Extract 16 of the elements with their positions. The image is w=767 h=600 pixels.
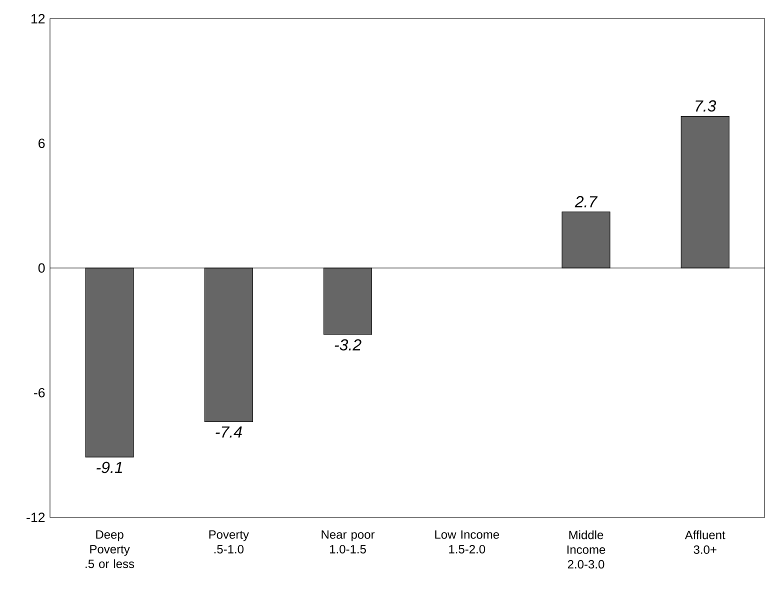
data-label: -9.1 <box>96 462 122 474</box>
data-label: -7.4 <box>216 426 242 438</box>
x-tick-label: Near poor 1.0-1.5 <box>322 530 375 554</box>
y-tick-label: -12 <box>26 512 45 522</box>
y-tick-label: 6 <box>38 138 45 148</box>
y-tick-label: 0 <box>38 263 45 273</box>
x-tick-label: Deep Poverty .5 or less <box>86 530 134 568</box>
y-tick-label: 12 <box>31 14 45 24</box>
data-label: -3.2 <box>334 339 362 351</box>
x-tick-label: Affluent 3.0+ <box>684 530 726 554</box>
x-tick-label: Middle Income 2.0-3.0 <box>567 530 606 569</box>
y-tick-label: -6 <box>34 388 45 398</box>
data-label: 7.3 <box>696 100 716 112</box>
x-tick-label: Poverty .5-1.0 <box>209 530 249 554</box>
x-tick-label: Low Income 1.5-2.0 <box>435 530 500 554</box>
data-label: 2.7 <box>574 196 598 208</box>
